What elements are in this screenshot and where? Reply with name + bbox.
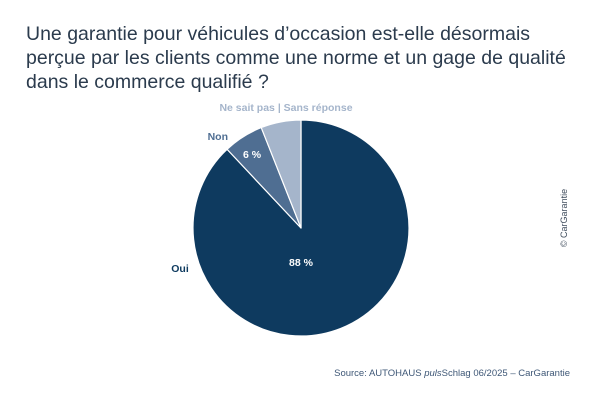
source-italic: puls [424, 368, 442, 379]
slice-label-non: Non [208, 131, 228, 143]
source-note: Source: AUTOHAUS pulsSchlag 06/2025 – Ca… [334, 368, 570, 379]
pie-slice-ne-sait-pas-sans-reponse [260, 119, 302, 229]
source-suffix: Schlag 06/2025 – CarGarantie [441, 368, 570, 379]
slice-label-oui: Oui [171, 263, 189, 275]
chart-title: Une garantie pour véhicules d’occasion e… [26, 23, 566, 93]
slice-value-oui: 88 % [289, 257, 314, 269]
slice-value-non: 6 % [243, 149, 262, 161]
pie-labels: Oui 88 % Non 6 % Ne sait pas | Sans réponse [171, 102, 352, 275]
slice-label-ne-sait-pas-sans-reponse: Ne sait pas | Sans réponse [219, 102, 352, 114]
copyright-note: © CarGarantie [559, 188, 569, 248]
source-prefix: Source: AUTOHAUS [334, 368, 425, 379]
pie-slices [192, 119, 410, 337]
